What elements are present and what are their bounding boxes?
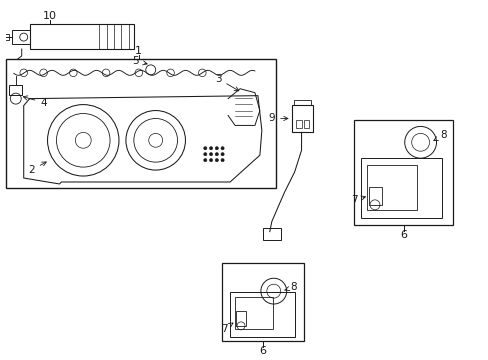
Bar	[230, 292, 294, 337]
Circle shape	[221, 153, 224, 156]
Bar	[222, 264, 303, 341]
Bar	[366, 165, 416, 210]
Text: 7: 7	[221, 323, 233, 334]
Circle shape	[203, 158, 206, 162]
Text: 5: 5	[132, 56, 147, 66]
Circle shape	[215, 153, 218, 156]
Circle shape	[221, 158, 224, 162]
Text: 10: 10	[42, 11, 57, 21]
Circle shape	[221, 147, 224, 150]
Circle shape	[209, 153, 212, 156]
Circle shape	[209, 147, 212, 150]
Bar	[303, 121, 309, 129]
Circle shape	[215, 158, 218, 162]
Circle shape	[203, 153, 206, 156]
Bar	[293, 100, 311, 105]
Text: 8: 8	[433, 130, 446, 140]
Text: 6: 6	[400, 230, 407, 239]
Bar	[291, 105, 313, 132]
Text: 9: 9	[268, 113, 287, 123]
Text: 7: 7	[350, 195, 365, 205]
Text: 2: 2	[28, 162, 46, 175]
Bar	[12, 30, 30, 44]
Bar	[30, 24, 134, 49]
Circle shape	[215, 147, 218, 150]
Bar	[353, 121, 452, 225]
Circle shape	[203, 147, 206, 150]
Bar	[236, 311, 245, 326]
Bar	[263, 228, 280, 239]
Bar	[6, 59, 275, 188]
Text: 4: 4	[23, 96, 47, 108]
Text: 8: 8	[284, 282, 296, 292]
Circle shape	[209, 158, 212, 162]
Text: 6: 6	[259, 346, 266, 356]
Text: 1: 1	[135, 46, 142, 56]
Text: 3: 3	[214, 74, 238, 91]
Bar	[360, 158, 442, 218]
Bar	[295, 121, 301, 129]
Bar	[235, 297, 272, 329]
Bar	[368, 187, 381, 205]
Bar	[9, 85, 21, 95]
